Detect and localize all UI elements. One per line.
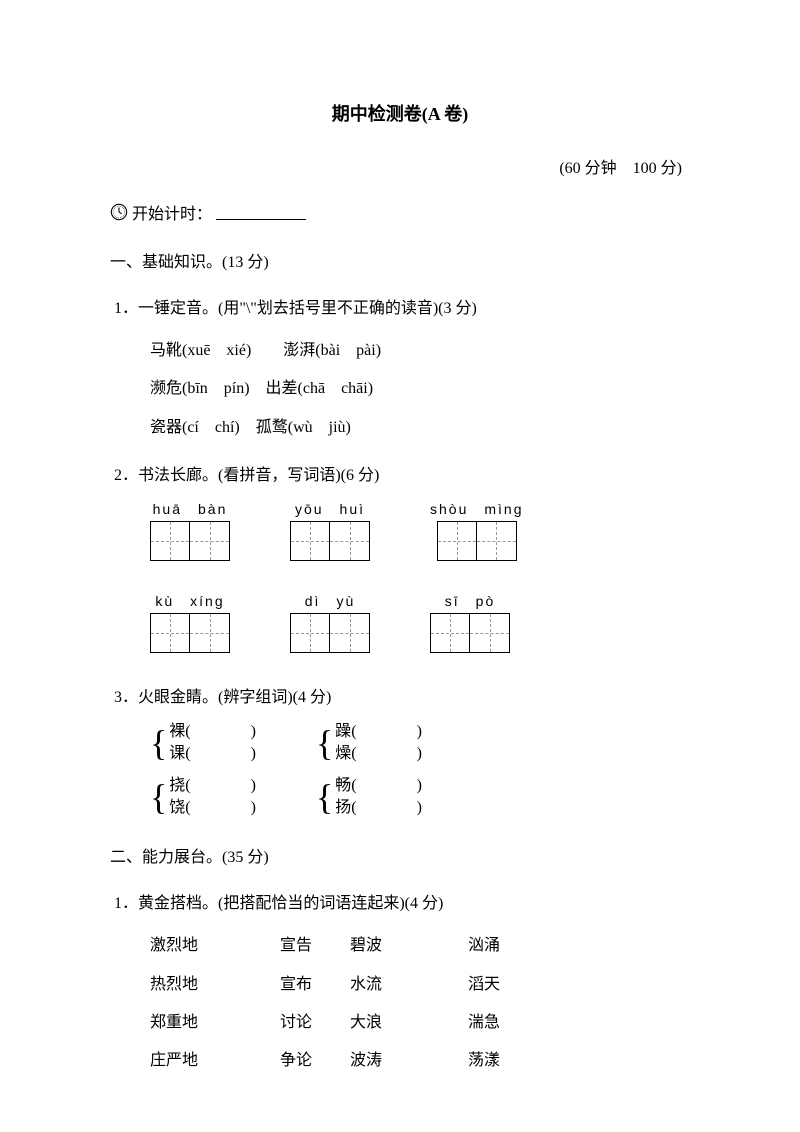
- pinyin-label: yōu huì: [295, 499, 365, 519]
- pinyin-box-group: dì yù: [290, 591, 370, 653]
- brace-group: { 畅() 扬(): [316, 775, 422, 819]
- match-word: 波涛: [350, 1042, 468, 1080]
- s1-q2-body: huā bàn yōu huì shòu mìng kù xíng: [150, 499, 690, 653]
- char: 课: [169, 745, 185, 762]
- brace-icon: {: [150, 776, 167, 818]
- char: 挠: [169, 777, 185, 794]
- char-input-box[interactable]: [330, 613, 370, 653]
- pinyin-box-group: shòu mìng: [430, 499, 523, 561]
- char-input-box[interactable]: [437, 521, 477, 561]
- char-input-box[interactable]: [470, 613, 510, 653]
- brace-icon: {: [316, 722, 333, 764]
- brace-icon: {: [150, 722, 167, 764]
- section-2-heading: 二、能力展台。(35 分): [110, 843, 690, 867]
- pinyin-label: kù xíng: [155, 591, 224, 611]
- match-word: 激烈地: [150, 927, 280, 965]
- start-label: 开始计时：: [132, 200, 212, 224]
- pinyin-label: sī pò: [445, 591, 495, 611]
- page-title: 期中检测卷(A 卷): [110, 100, 690, 126]
- match-word: 宣告: [280, 927, 350, 965]
- s1-q1-label: 1．一锤定音。(用"\"划去括号里不正确的读音)(3 分): [114, 294, 690, 318]
- pinyin-box-group: sī pò: [430, 591, 510, 653]
- match-word: 水流: [350, 966, 468, 1004]
- pinyin-row-2: kù xíng dì yù sī pò: [150, 591, 690, 653]
- match-row: 庄严地 争论 波涛 荡漾: [150, 1042, 690, 1080]
- match-word: 荡漾: [468, 1042, 548, 1080]
- match-word: 湍急: [468, 1004, 548, 1042]
- char: 扬: [335, 799, 351, 816]
- start-timer-row: 开始计时：: [110, 200, 690, 224]
- brace-icon: {: [316, 776, 333, 818]
- s2-q1-body: 激烈地 宣告 碧波 汹涌 热烈地 宣布 水流 滔天 郑重地 讨论 大浪 湍急 庄…: [110, 927, 690, 1081]
- pinyin-box-group: kù xíng: [150, 591, 230, 653]
- match-word: 庄严地: [150, 1042, 280, 1080]
- s1-q1-line: 濒危(bīn pín) 出差(chā chāi): [150, 370, 690, 408]
- pinyin-label: huā bàn: [153, 499, 228, 519]
- pinyin-label: shòu mìng: [430, 499, 523, 519]
- match-word: 讨论: [280, 1004, 350, 1042]
- match-word: 滔天: [468, 966, 548, 1004]
- pinyin-row-1: huā bàn yōu huì shòu mìng: [150, 499, 690, 561]
- brace-group: { 裸() 课(): [150, 721, 256, 765]
- s1-q1-line: 瓷器(cí chí) 孤鹜(wù jiù): [150, 409, 690, 447]
- brace-group: { 挠() 饶(): [150, 775, 256, 819]
- match-word: 大浪: [350, 1004, 468, 1042]
- s2-q1-label: 1．黄金搭档。(把搭配恰当的词语连起来)(4 分): [114, 889, 690, 913]
- match-word: 争论: [280, 1042, 350, 1080]
- brace-row: { 挠() 饶() { 畅() 扬(): [150, 775, 690, 825]
- s1-q1-line: 马靴(xuē xié) 澎湃(bài pài): [150, 332, 690, 370]
- clock-icon: [110, 203, 128, 221]
- char: 燥: [335, 745, 351, 762]
- char-input-box[interactable]: [290, 521, 330, 561]
- s1-q3-body: { 裸() 课() { 躁() 燥() { 挠() 饶() { 畅(): [110, 721, 690, 825]
- char-input-box[interactable]: [477, 521, 517, 561]
- char-input-box[interactable]: [430, 613, 470, 653]
- char: 裸: [169, 723, 185, 740]
- match-word: 热烈地: [150, 966, 280, 1004]
- brace-group: { 躁() 燥(): [316, 721, 422, 765]
- char: 躁: [335, 723, 351, 740]
- match-word: 碧波: [350, 927, 468, 965]
- char: 饶: [169, 799, 185, 816]
- char: 畅: [335, 777, 351, 794]
- char-input-box[interactable]: [290, 613, 330, 653]
- brace-row: { 裸() 课() { 躁() 燥(): [150, 721, 690, 771]
- timing-info: (60 分钟 100 分): [110, 154, 690, 178]
- match-row: 激烈地 宣告 碧波 汹涌: [150, 927, 690, 965]
- section-1-heading: 一、基础知识。(13 分): [110, 248, 690, 272]
- s1-q3-label: 3．火眼金睛。(辨字组词)(4 分): [114, 683, 690, 707]
- match-row: 郑重地 讨论 大浪 湍急: [150, 1004, 690, 1042]
- pinyin-label: dì yù: [305, 591, 355, 611]
- s1-q2-label: 2．书法长廊。(看拼音，写词语)(6 分): [114, 461, 690, 485]
- pinyin-box-group: huā bàn: [150, 499, 230, 561]
- char-input-box[interactable]: [330, 521, 370, 561]
- start-time-blank[interactable]: [216, 204, 306, 220]
- match-word: 宣布: [280, 966, 350, 1004]
- char-input-box[interactable]: [190, 613, 230, 653]
- match-word: 郑重地: [150, 1004, 280, 1042]
- pinyin-box-group: yōu huì: [290, 499, 370, 561]
- match-row: 热烈地 宣布 水流 滔天: [150, 966, 690, 1004]
- char-input-box[interactable]: [190, 521, 230, 561]
- char-input-box[interactable]: [150, 613, 190, 653]
- s1-q1-body: 马靴(xuē xié) 澎湃(bài pài) 濒危(bīn pín) 出差(c…: [150, 332, 690, 447]
- char-input-box[interactable]: [150, 521, 190, 561]
- match-word: 汹涌: [468, 927, 548, 965]
